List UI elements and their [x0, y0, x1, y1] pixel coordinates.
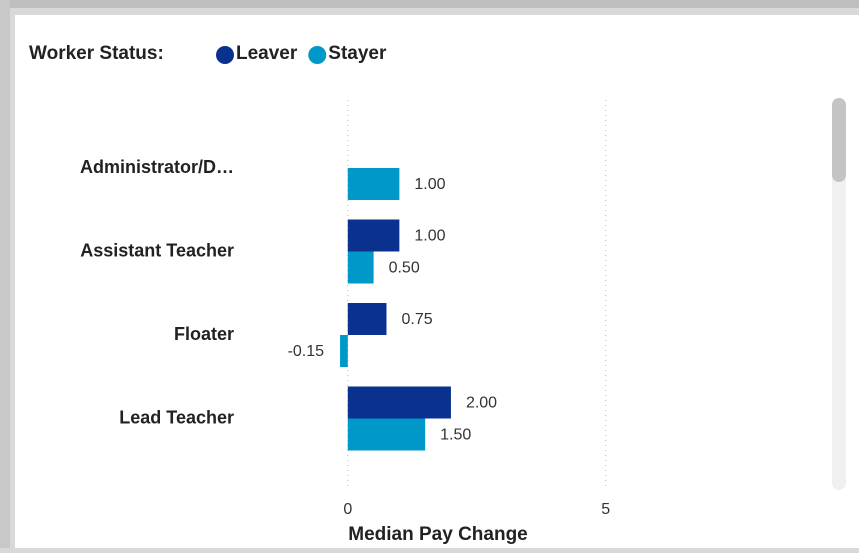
data-label: 1.00: [414, 176, 445, 193]
scrollbar-track[interactable]: [832, 98, 846, 490]
legend-marker: [308, 46, 327, 64]
legend-marker: [216, 46, 234, 64]
data-label: 2.00: [466, 395, 497, 412]
data-label: 0.50: [389, 260, 420, 277]
y-tick-label: Floater: [174, 324, 234, 344]
left-edge: [0, 0, 10, 548]
x-tick-label: 0: [343, 501, 352, 518]
scrollbar-thumb[interactable]: [832, 98, 846, 182]
data-label: 1.00: [414, 228, 445, 245]
bar: [347, 386, 451, 419]
x-axis-label: Median Pay Change: [348, 524, 528, 545]
legend-title: Worker Status:: [29, 43, 164, 64]
bar: [347, 418, 426, 451]
y-tick-label: Assistant Teacher: [80, 240, 234, 260]
data-label: 1.50: [440, 427, 471, 444]
bar: [347, 219, 400, 252]
y-tick-label: Lead Teacher: [119, 407, 234, 427]
legend-label: Leaver: [236, 43, 298, 64]
bar: [347, 251, 374, 284]
data-label: 0.75: [401, 311, 432, 328]
bar: [347, 168, 400, 200]
y-tick-label: Administrator/D…: [80, 157, 234, 177]
legend-label: Stayer: [328, 43, 387, 64]
data-label: -0.15: [288, 343, 325, 360]
bar: [340, 335, 348, 367]
top-bar: [0, 0, 859, 8]
x-tick-label: 5: [601, 501, 610, 518]
panel: [15, 15, 859, 548]
bar: [347, 303, 387, 335]
